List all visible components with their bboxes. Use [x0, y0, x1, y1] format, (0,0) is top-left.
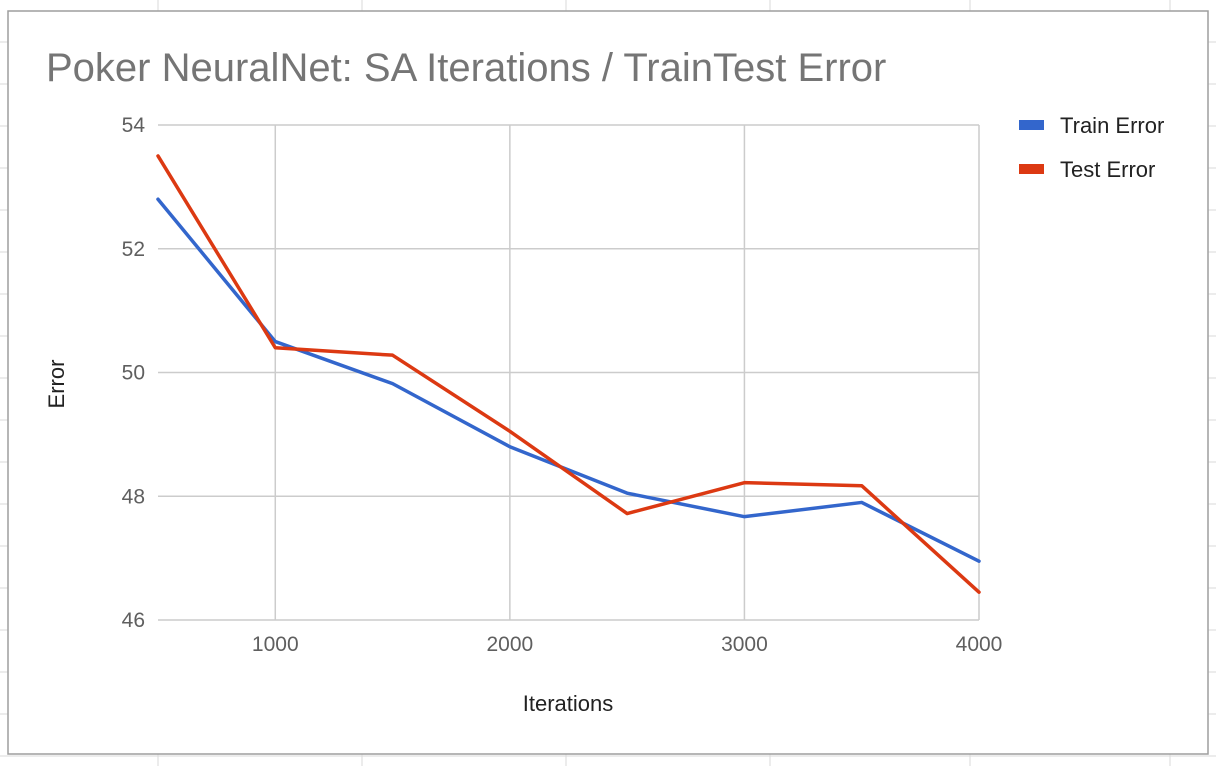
- y-tick-label: 54: [122, 114, 146, 137]
- x-tick-label: 4000: [956, 633, 1003, 656]
- x-tick-label: 3000: [721, 633, 768, 656]
- chart-frame[interactable]: [7, 10, 1209, 755]
- y-tick-label: 48: [122, 485, 145, 508]
- legend-label[interactable]: Train Error: [1060, 113, 1164, 138]
- y-tick-label: 52: [122, 238, 145, 261]
- chart-tick-labels: 46 48 50 52 54 1000 2000 3000 4000: [122, 114, 1003, 656]
- y-tick-label: 50: [122, 362, 145, 385]
- chart-legend: Train Error Test Error: [1019, 113, 1164, 182]
- y-tick-label: 46: [122, 609, 145, 632]
- y-axis-title: Error: [44, 360, 69, 409]
- chart-title: Poker NeuralNet: SA Iterations / TrainTe…: [46, 46, 886, 90]
- x-tick-label: 1000: [252, 633, 299, 656]
- legend-swatch: [1019, 120, 1044, 130]
- x-tick-label: 2000: [486, 633, 533, 656]
- legend-label[interactable]: Test Error: [1060, 157, 1155, 182]
- chart-gridlines: [158, 124, 980, 621]
- series-line-test-error[interactable]: [156, 154, 981, 594]
- chart-series-group: [156, 154, 981, 594]
- legend-swatch: [1019, 164, 1044, 174]
- x-axis-title: Iterations: [523, 691, 614, 716]
